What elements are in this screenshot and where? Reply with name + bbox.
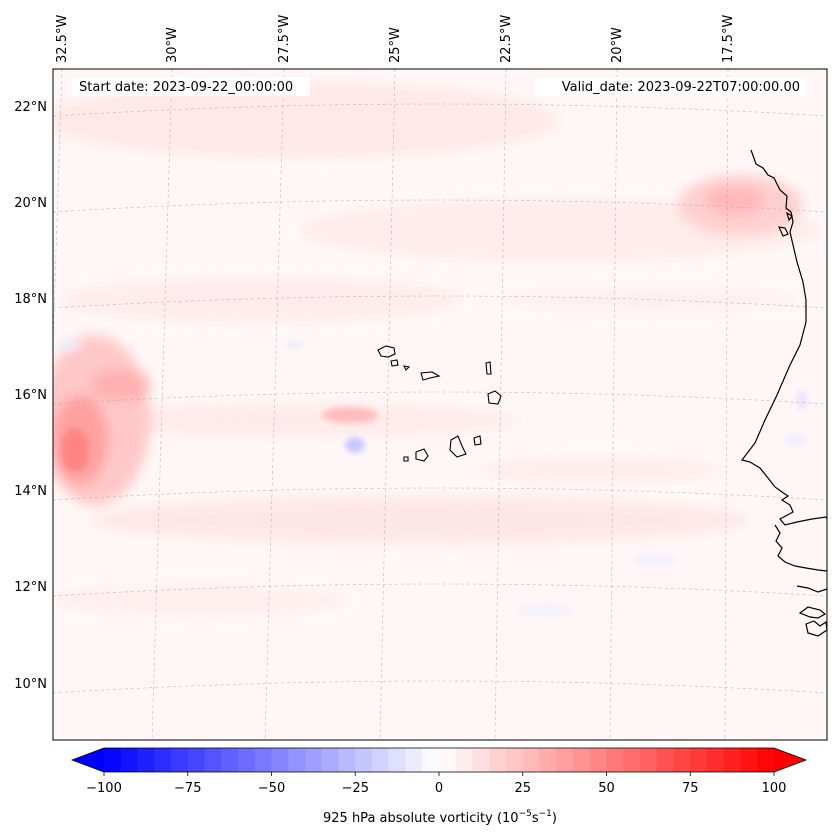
- colorbar-swatch: [204, 748, 222, 772]
- colorbar-swatch: [305, 748, 323, 772]
- colorbar-swatch: [439, 748, 457, 772]
- colorbar-tick-label: 100: [762, 781, 787, 796]
- colorbar-tick-label: −50: [258, 781, 285, 796]
- colorbar-swatch: [355, 748, 373, 772]
- meridian-line: [264, 69, 285, 740]
- colorbar-swatch: [271, 748, 289, 772]
- colorbar-swatch: [723, 748, 742, 772]
- parallel-line: [53, 103, 827, 117]
- parallel-line: [53, 199, 827, 213]
- colorbar-tick-label: 75: [682, 781, 699, 796]
- colorbar-swatch: [757, 748, 775, 772]
- valid-date-box: [535, 77, 807, 96]
- start-date-box: [72, 77, 310, 96]
- longitude-label: 17.5°W: [721, 15, 736, 63]
- latitude-labels: 22°N 20°N 18°N 16°N 14°N 12°N 10°N: [14, 100, 47, 692]
- colorbar-swatch: [388, 748, 407, 772]
- colorbar-tick-label: 0: [435, 781, 443, 796]
- colorbar-swatch: [187, 748, 206, 772]
- latitude-label: 12°N: [14, 580, 47, 595]
- colorbar-swatches: [104, 748, 775, 772]
- parallel-line: [53, 680, 827, 694]
- colorbar-swatch: [489, 748, 507, 772]
- colorbar-swatch: [171, 748, 189, 772]
- latitude-label: 22°N: [14, 100, 47, 115]
- colorbar-swatch: [288, 748, 306, 772]
- meridian-line: [151, 69, 173, 740]
- latitude-label: 20°N: [14, 196, 47, 211]
- colorbar-swatch: [690, 748, 708, 772]
- longitude-label: 25°W: [388, 27, 403, 63]
- colorbar-tick-label: −25: [342, 781, 369, 796]
- colorbar-swatch: [405, 748, 423, 772]
- colorbar-swatch: [154, 748, 172, 772]
- meridian-line: [379, 69, 396, 740]
- colorbar-swatch: [238, 748, 256, 772]
- colorbar-swatch: [740, 748, 758, 772]
- colorbar-swatch: [137, 748, 155, 772]
- colorbar-swatch: [321, 748, 340, 772]
- date-labels: Start date: 2023-09-22_00:00:00 Valid_da…: [72, 77, 807, 96]
- vorticity-field: [53, 82, 820, 618]
- colorbar-swatch: [338, 748, 356, 772]
- longitude-label: 27.5°W: [277, 15, 292, 63]
- colorbar-swatch: [656, 748, 675, 772]
- colorbar-tick-label: −75: [174, 781, 201, 796]
- colorbar-swatch: [640, 748, 658, 772]
- colorbar-swatch: [707, 748, 725, 772]
- colorbar-title: 925 hPa absolute vorticity (10−5s−1): [323, 809, 557, 826]
- latitude-label: 18°N: [14, 292, 47, 307]
- meridian-line: [724, 69, 729, 740]
- map-background: [53, 69, 827, 740]
- map-panel: Start date: 2023-09-22_00:00:00 Valid_da…: [52, 68, 828, 741]
- meridian-line: [609, 69, 618, 740]
- longitude-label: 20°W: [610, 27, 625, 63]
- map-frame: [52, 68, 828, 741]
- colorbar-tick-label: −100: [86, 781, 122, 796]
- meridian-line: [494, 69, 507, 740]
- africa-coastline: [740, 149, 827, 526]
- colorbar-swatch: [422, 748, 440, 772]
- valid-date-label: Valid_date: 2023-09-22T07:00:00.00: [562, 80, 800, 95]
- colorbar-swatch: [623, 748, 641, 772]
- colorbar-swatch: [539, 748, 557, 772]
- colorbar-swatch: [372, 748, 390, 772]
- colorbar-swatch: [455, 748, 474, 772]
- colorbar: −100 −75 −50 −25 0 25 50 75 100 925 hPa absolute…: [70, 747, 808, 826]
- latitude-label: 16°N: [14, 388, 47, 403]
- colorbar-swatch: [506, 748, 524, 772]
- colorbar-swatch: [104, 748, 122, 772]
- colorbar-swatch: [589, 748, 608, 772]
- colorbar-swatch: [254, 748, 273, 772]
- longitude-label: 32.5°W: [55, 15, 70, 63]
- cabo-verde-islands: [377, 345, 502, 462]
- colorbar-max-extend-arrow: [774, 748, 806, 772]
- parallel-line: [53, 391, 827, 405]
- colorbar-swatch: [606, 748, 624, 772]
- colorbar-ticks: −100 −75 −50 −25 0 25 50 75 100: [86, 772, 786, 796]
- colorbar-swatch: [120, 748, 139, 772]
- colorbar-tick-label: 25: [514, 781, 531, 796]
- parallel-line: [53, 487, 827, 501]
- longitude-label: 22.5°W: [499, 15, 514, 63]
- longitude-labels: 32.5°W 30°W 27.5°W 25°W 22.5°W 20°W 17.5°W: [55, 15, 736, 63]
- colorbar-min-extend-arrow: [72, 748, 104, 772]
- colorbar-swatch: [221, 748, 239, 772]
- parallel-line: [53, 295, 827, 309]
- latitude-label: 14°N: [14, 484, 47, 499]
- colorbar-swatch: [573, 748, 591, 772]
- start-date-label: Start date: 2023-09-22_00:00:00: [79, 80, 293, 95]
- colorbar-swatch: [522, 748, 541, 772]
- colorbar-swatch: [673, 748, 691, 772]
- colorbar-tick-label: 50: [598, 781, 615, 796]
- colorbar-swatch: [556, 748, 574, 772]
- longitude-label: 30°W: [165, 27, 180, 63]
- parallel-line: [53, 583, 827, 597]
- colorbar-swatch: [472, 748, 490, 772]
- graticule: [53, 69, 827, 740]
- latitude-label: 10°N: [14, 677, 47, 692]
